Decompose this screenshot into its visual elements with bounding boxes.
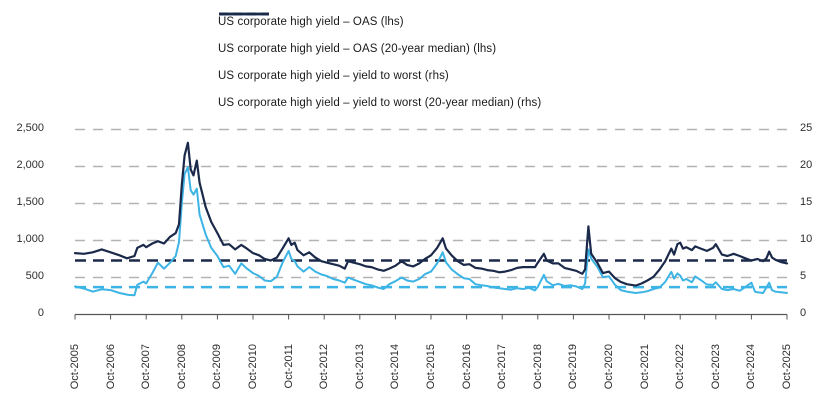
legend-item: US corporate high yield – yield to worst… — [218, 12, 542, 116]
x-axis-tick-label: Oct-2016 — [460, 344, 473, 390]
right-axis-tick-label: 20 — [800, 158, 813, 171]
x-axis-tick-label: Oct-2009 — [211, 344, 224, 390]
legend-line-swatch-icon — [219, 12, 269, 16]
x-axis-tick-label: Oct-2019 — [567, 344, 580, 390]
series-line — [73, 141, 789, 287]
x-axis-tick-label: Oct-2025 — [781, 344, 793, 390]
right-axis-tick-label: 5 — [800, 269, 807, 282]
legend-item-label: US corporate high yield – yield to worst… — [218, 96, 542, 109]
x-axis-tick-label: Oct-2021 — [638, 344, 651, 390]
x-axis-tick-label: Oct-2018 — [531, 344, 544, 390]
x-axis-tick-label: Oct-2015 — [425, 344, 437, 390]
right-axis-tick-label: 10 — [800, 232, 813, 245]
right-axis-tick-label: 25 — [800, 121, 813, 134]
legend: US corporate high yield – OAS (lhs) US co… — [218, 8, 541, 116]
left-axis-tick-label: 2,500 — [16, 121, 44, 134]
x-axis-tick-label: Oct-2012 — [318, 344, 331, 390]
x-axis-tick-label: Oct-2005 — [69, 344, 81, 390]
x-axis-tick-label: Oct-2011 — [282, 344, 295, 389]
x-axis-tick-label: Oct-2007 — [140, 344, 153, 390]
x-axis-tick-label: Oct-2020 — [603, 344, 615, 390]
x-axis-tick-label: Oct-2024 — [745, 344, 758, 390]
x-axis-tick-label: Oct-2023 — [709, 344, 722, 390]
left-axis-tick-label: 0 — [37, 306, 44, 319]
legend-item-label: US corporate high yield – OAS (20-year m… — [218, 42, 497, 55]
x-axis-tick-label: Oct-2006 — [104, 344, 117, 390]
left-axis-tick-label: 1,000 — [16, 232, 44, 245]
series-line — [74, 166, 788, 297]
right-axis-tick-label: 0 — [800, 306, 807, 319]
x-axis-tick-label: Oct-2010 — [247, 344, 259, 390]
left-axis-tick-label: 1,500 — [16, 195, 44, 208]
legend-item-label: US corporate high yield – OAS (lhs) — [218, 15, 404, 28]
x-axis-tick-label: Oct-2014 — [389, 344, 402, 390]
left-axis-tick-label: 2,000 — [16, 158, 44, 171]
left-axis-tick-label: 500 — [25, 269, 44, 282]
x-axis-tick-label: Oct-2022 — [674, 344, 687, 390]
x-axis-tick-label: Oct-2017 — [496, 344, 509, 390]
right-axis-tick-label: 15 — [800, 195, 813, 208]
x-axis-tick-label: Oct-2008 — [175, 344, 188, 390]
legend-item-label: US corporate high yield – yield to worst… — [218, 69, 449, 82]
x-axis-tick-label: Oct-2013 — [353, 344, 366, 390]
